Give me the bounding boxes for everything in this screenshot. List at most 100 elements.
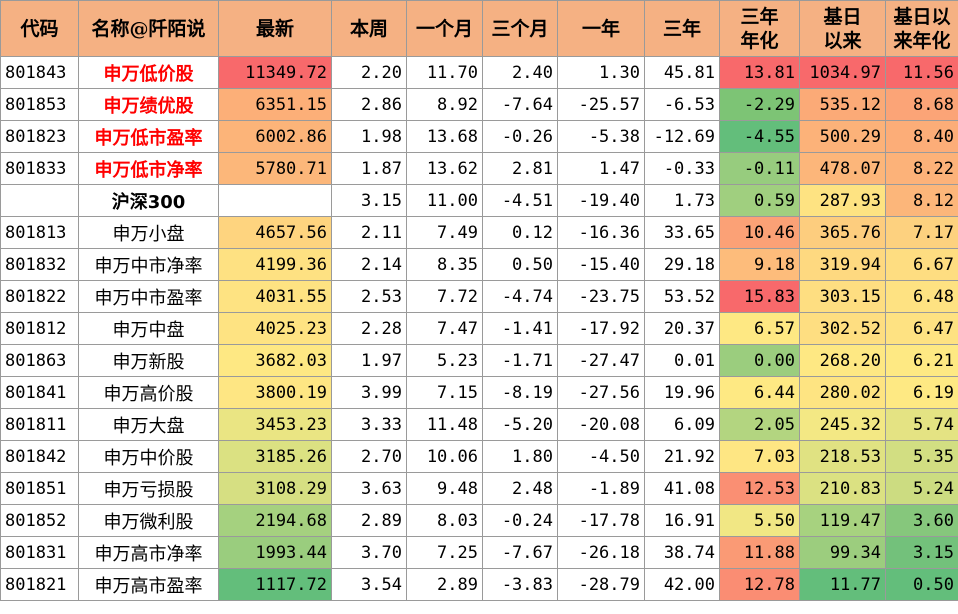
cell-1m: 11.48	[406, 408, 483, 441]
cell-name: 申万低市净率	[78, 152, 219, 185]
cell-name: 申万低价股	[78, 56, 219, 89]
cell-1m: 8.35	[406, 248, 483, 281]
cell-1y: -15.40	[557, 248, 645, 281]
cell-3y-annualized: -0.11	[719, 152, 800, 185]
cell-since-base-annualized: 3.60	[885, 504, 958, 537]
cell-since-base-annualized: 0.50	[885, 568, 958, 601]
cell-code: 801832	[0, 248, 79, 281]
cell-latest: 6351.15	[218, 88, 332, 121]
table-row: 801851 申万亏损股 3108.29 3.63 9.48 2.48 -1.89 41.08…	[0, 472, 958, 505]
cell-3y-annualized: -2.29	[719, 88, 800, 121]
table-row: 801812 申万中盘 4025.23 2.28 7.47 -1.41 -17.92 20.3…	[0, 312, 958, 345]
cell-week: 1.97	[331, 344, 407, 377]
table-row: 沪深300 3.15 11.00 -4.51 -19.40 1.73 0.59 287.93 8…	[0, 184, 958, 217]
cell-since-base: 535.12	[799, 88, 886, 121]
cell-since-base: 245.32	[799, 408, 886, 441]
cell-since-base: 268.20	[799, 344, 886, 377]
cell-3y: 21.92	[644, 440, 720, 473]
cell-week: 1.98	[331, 120, 407, 153]
table-row: 801831 申万高市净率 1993.44 3.70 7.25 -7.67 -26.18 38…	[0, 536, 958, 569]
cell-latest: 3682.03	[218, 344, 332, 377]
cell-1y: -17.78	[557, 504, 645, 537]
cell-3m: -7.64	[482, 88, 558, 121]
cell-since-base-annualized: 6.47	[885, 312, 958, 345]
cell-name: 申万绩优股	[78, 88, 219, 121]
cell-since-base: 119.47	[799, 504, 886, 537]
cell-latest: 3108.29	[218, 472, 332, 505]
cell-code: 801842	[0, 440, 79, 473]
cell-since-base-annualized: 6.48	[885, 280, 958, 313]
cell-since-base: 11.77	[799, 568, 886, 601]
cell-name: 申万微利股	[78, 504, 219, 537]
cell-3m: -1.41	[482, 312, 558, 345]
cell-3y-annualized: 2.05	[719, 408, 800, 441]
header-since-base: 基日 以来	[799, 0, 886, 57]
cell-3y: 16.91	[644, 504, 720, 537]
cell-3y: 33.65	[644, 216, 720, 249]
cell-3m: 0.12	[482, 216, 558, 249]
table-row: 801852 申万微利股 2194.68 2.89 8.03 -0.24 -17.78 16.…	[0, 504, 958, 537]
cell-3y-annualized: 5.50	[719, 504, 800, 537]
cell-code: 801821	[0, 568, 79, 601]
header-3m: 三个月	[482, 0, 558, 57]
cell-3m: -0.26	[482, 120, 558, 153]
table-row: 801842 申万中价股 3185.26 2.70 10.06 1.80 -4.50 21.9…	[0, 440, 958, 473]
cell-since-base-annualized: 8.12	[885, 184, 958, 217]
cell-3m: -3.83	[482, 568, 558, 601]
cell-name: 申万小盘	[78, 216, 219, 249]
cell-3y: 45.81	[644, 56, 720, 89]
cell-latest: 3453.23	[218, 408, 332, 441]
cell-3m: 2.48	[482, 472, 558, 505]
cell-3y-annualized: 9.18	[719, 248, 800, 281]
cell-week: 3.70	[331, 536, 407, 569]
cell-1m: 11.00	[406, 184, 483, 217]
cell-since-base-annualized: 5.24	[885, 472, 958, 505]
cell-week: 2.86	[331, 88, 407, 121]
cell-code: 801841	[0, 376, 79, 409]
cell-name: 申万低市盈率	[78, 120, 219, 153]
cell-1y: -16.36	[557, 216, 645, 249]
cell-week: 1.87	[331, 152, 407, 185]
cell-since-base: 365.76	[799, 216, 886, 249]
cell-1y: -5.38	[557, 120, 645, 153]
cell-3y: 20.37	[644, 312, 720, 345]
cell-latest: 3185.26	[218, 440, 332, 473]
cell-latest: 4031.55	[218, 280, 332, 313]
cell-week: 2.70	[331, 440, 407, 473]
cell-3m: -8.19	[482, 376, 558, 409]
table-row: 801833 申万低市净率 5780.71 1.87 13.62 2.81 1.47 -0.3…	[0, 152, 958, 185]
cell-name: 申万亏损股	[78, 472, 219, 505]
cell-since-base-annualized: 11.56	[885, 56, 958, 89]
cell-1y: -4.50	[557, 440, 645, 473]
cell-since-base: 1034.97	[799, 56, 886, 89]
cell-3y: -0.33	[644, 152, 720, 185]
header-since-base-annualized: 基日以 来年化	[885, 0, 958, 57]
cell-week: 2.11	[331, 216, 407, 249]
cell-1y: -20.08	[557, 408, 645, 441]
cell-3m: -7.67	[482, 536, 558, 569]
cell-1m: 7.49	[406, 216, 483, 249]
cell-code: 801813	[0, 216, 79, 249]
cell-1m: 8.92	[406, 88, 483, 121]
cell-code: 801843	[0, 56, 79, 89]
cell-week: 2.28	[331, 312, 407, 345]
cell-1y: -27.56	[557, 376, 645, 409]
cell-code: 801863	[0, 344, 79, 377]
cell-3y: 42.00	[644, 568, 720, 601]
cell-1m: 2.89	[406, 568, 483, 601]
cell-latest: 2194.68	[218, 504, 332, 537]
cell-name: 申万高市盈率	[78, 568, 219, 601]
cell-3y: -12.69	[644, 120, 720, 153]
table-row: 801811 申万大盘 3453.23 3.33 11.48 -5.20 -20.08 6.0…	[0, 408, 958, 441]
header-row: 代码 名称@阡陌说 最新 本周 一个月 三个月 一年 三年 三年 年化 基日 以…	[0, 0, 958, 57]
cell-latest: 4199.36	[218, 248, 332, 281]
cell-week: 2.20	[331, 56, 407, 89]
cell-3y-annualized: 0.00	[719, 344, 800, 377]
cell-1y: -19.40	[557, 184, 645, 217]
cell-3y-annualized: 10.46	[719, 216, 800, 249]
table-row: 801843 申万低价股 11349.72 2.20 11.70 2.40 1.30 45.8…	[0, 56, 958, 89]
cell-latest: 1993.44	[218, 536, 332, 569]
cell-1m: 13.68	[406, 120, 483, 153]
cell-since-base: 319.94	[799, 248, 886, 281]
cell-week: 3.63	[331, 472, 407, 505]
